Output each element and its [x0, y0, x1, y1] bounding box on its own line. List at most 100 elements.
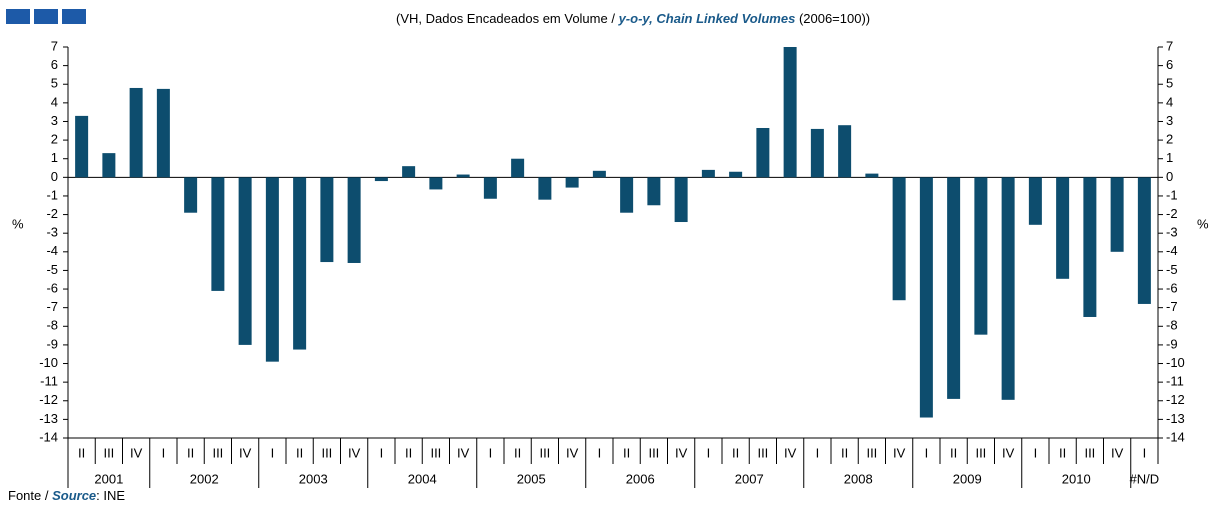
y-tick-label: -3: [46, 225, 58, 240]
x-tick-label: III: [539, 445, 550, 460]
bar: [729, 171, 743, 178]
bar: [129, 87, 143, 178]
year-label: 2001: [94, 471, 123, 486]
x-tick-label: III: [648, 445, 659, 460]
y2-tick-label: -11: [1166, 374, 1184, 389]
bar: [1001, 177, 1015, 400]
x-tick-label: III: [975, 445, 986, 460]
source-value: : INE: [96, 488, 125, 503]
x-tick-label: II: [296, 445, 303, 460]
x-tick-label: III: [757, 445, 768, 460]
y-tick-label: -14: [39, 429, 58, 444]
y2-tick-label: -1: [1166, 187, 1178, 202]
y-tick-label: -8: [46, 318, 58, 333]
title-pt: (VH, Dados Encadeados em Volume /: [396, 11, 615, 26]
bar: [293, 177, 307, 350]
bar: [865, 173, 879, 178]
y2-tick-label: -4: [1166, 243, 1178, 258]
logo-block: [34, 9, 58, 24]
bar: [156, 88, 170, 178]
x-tick-label: II: [405, 445, 412, 460]
bar: [75, 115, 89, 178]
logo-block: [62, 9, 86, 24]
bar: [674, 177, 688, 223]
y2-tick-label: 5: [1166, 76, 1173, 91]
x-tick-label: II: [187, 445, 194, 460]
y2-tick-label: -3: [1166, 225, 1178, 240]
y-tick-label: -2: [46, 206, 58, 221]
y-tick-label: -12: [39, 392, 58, 407]
y-tick-label: 2: [51, 132, 58, 147]
bar: [701, 169, 715, 178]
x-tick-label: I: [707, 445, 711, 460]
x-tick-label: IV: [784, 445, 797, 460]
bar: [919, 177, 933, 418]
bar: [592, 170, 606, 178]
title-en: y-o-y, Chain Linked Volumes: [618, 11, 796, 26]
year-label: 2007: [735, 471, 764, 486]
bar: [184, 177, 198, 213]
source: Fonte / Source: INE: [8, 488, 125, 503]
x-tick-label: I: [925, 445, 929, 460]
x-tick-label: II: [623, 445, 630, 460]
x-tick-label: IV: [893, 445, 906, 460]
x-tick-label: I: [489, 445, 493, 460]
bar: [947, 177, 961, 399]
y2-tick-label: 3: [1166, 113, 1173, 128]
bar: [647, 177, 661, 206]
bar: [238, 177, 252, 345]
bar: [838, 125, 852, 178]
title-base: (2006=100)): [799, 11, 870, 26]
year-label: #N/D: [1130, 471, 1160, 486]
bar: [1083, 177, 1097, 317]
x-tick-label: II: [732, 445, 739, 460]
y-tick-label: -10: [39, 355, 58, 370]
y-tick-label: 7: [51, 38, 58, 53]
x-tick-label: IV: [675, 445, 688, 460]
x-tick-label: IV: [1002, 445, 1015, 460]
y2-tick-label: -5: [1166, 262, 1178, 277]
year-label: 2003: [299, 471, 328, 486]
x-tick-label: I: [380, 445, 384, 460]
y-tick-label: -1: [46, 187, 58, 202]
x-tick-label: IV: [566, 445, 579, 460]
x-tick-label: II: [1059, 445, 1066, 460]
bar: [756, 127, 770, 178]
bar: [347, 177, 361, 263]
y2-tick-label: 1: [1166, 150, 1173, 165]
x-tick-label: II: [514, 445, 521, 460]
y-tick-label: 4: [51, 94, 58, 109]
y-tick-label: -13: [39, 411, 58, 426]
bar: [1056, 177, 1070, 279]
x-tick-label: III: [430, 445, 441, 460]
y2-tick-label: -13: [1166, 411, 1185, 426]
bar: [974, 177, 988, 335]
y2-tick-label: 6: [1166, 57, 1173, 72]
x-tick-label: I: [1034, 445, 1038, 460]
y-tick-label: 0: [51, 169, 58, 184]
x-tick-label: III: [866, 445, 877, 460]
chart-title: (VH, Dados Encadeados em Volume / y-o-y,…: [396, 11, 870, 26]
bar: [429, 177, 443, 190]
bar: [265, 177, 279, 362]
bar: [483, 177, 497, 199]
bar: [620, 177, 634, 213]
y2-tick-label: -12: [1166, 392, 1185, 407]
x-tick-label: I: [162, 445, 166, 460]
x-tick-label: II: [841, 445, 848, 460]
y2-tick-label: 4: [1166, 94, 1173, 109]
x-tick-label: IV: [348, 445, 361, 460]
x-tick-label: III: [103, 445, 114, 460]
y2-tick-label: -7: [1166, 299, 1178, 314]
source-pt: Fonte /: [8, 488, 49, 503]
x-tick-label: I: [1143, 445, 1147, 460]
y-tick-label: -6: [46, 280, 58, 295]
bar: [374, 177, 388, 182]
bar: [1028, 177, 1042, 225]
bar: [783, 47, 797, 178]
year-label: 2006: [626, 471, 655, 486]
y2-tick-label: 2: [1166, 132, 1173, 147]
bar: [102, 153, 116, 178]
y-tick-label: -7: [46, 299, 58, 314]
x-tick-label: I: [271, 445, 275, 460]
